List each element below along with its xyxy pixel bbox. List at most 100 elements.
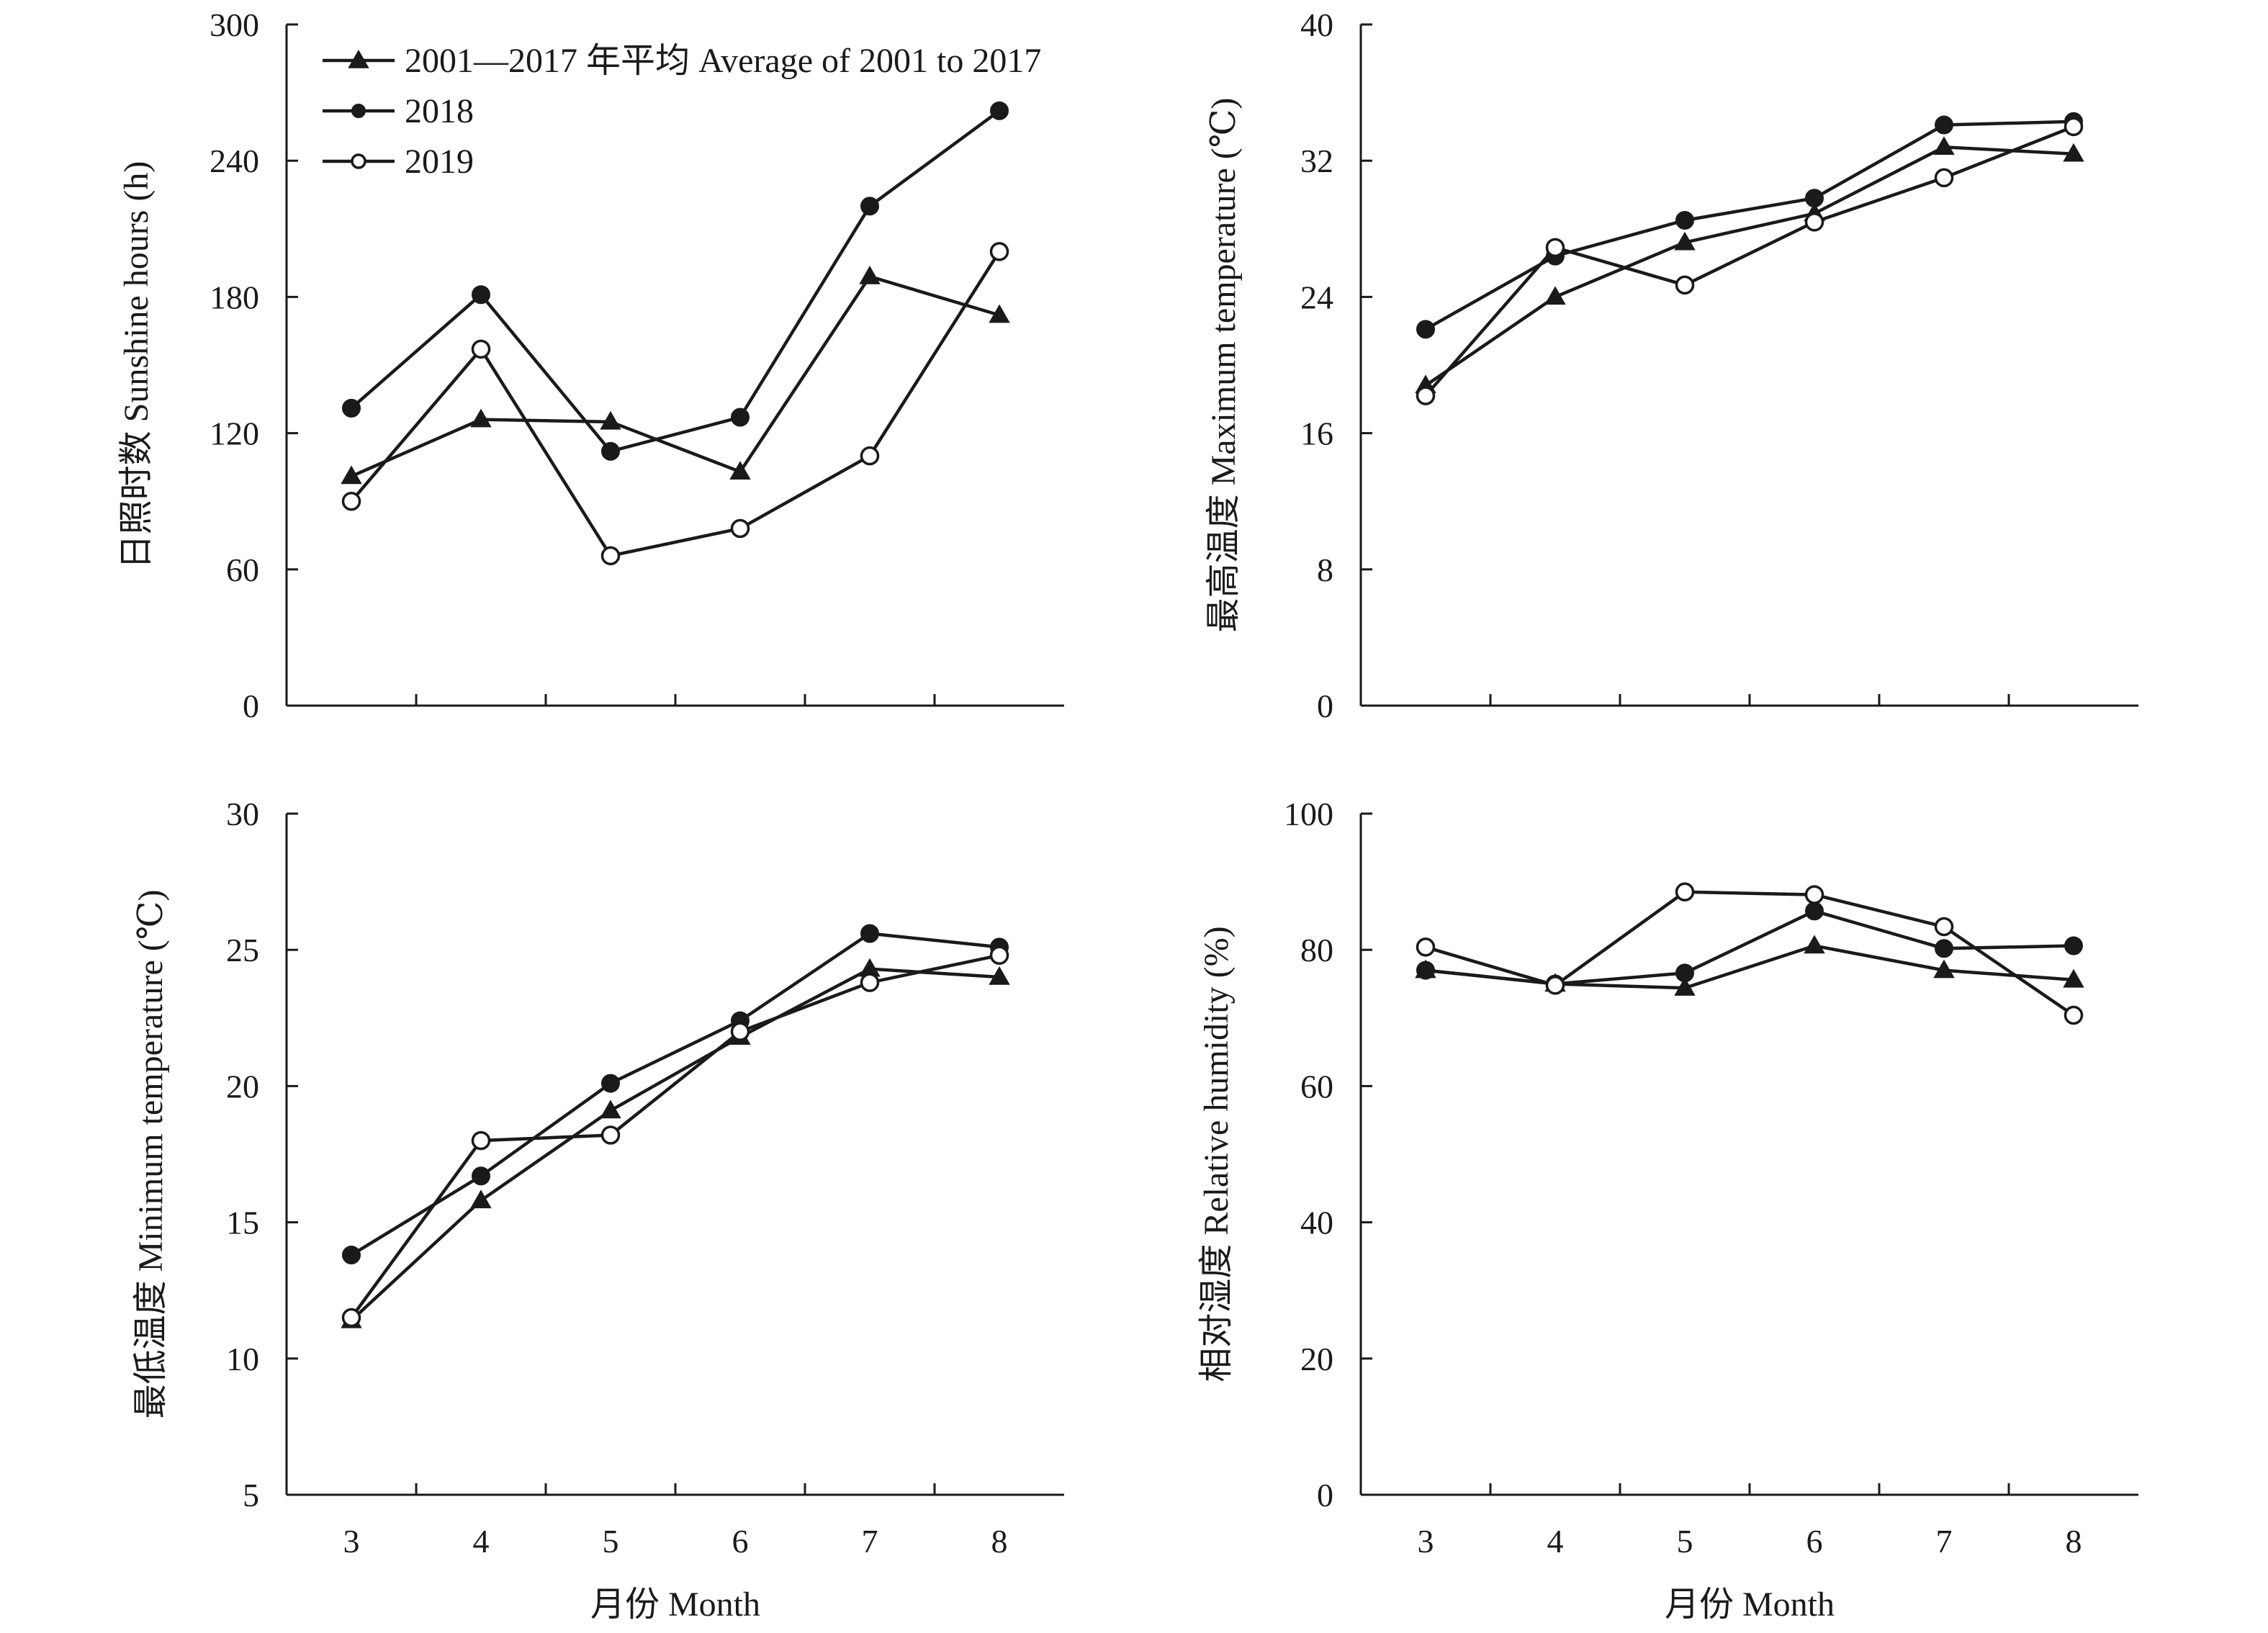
sunshine-data-point xyxy=(989,304,1010,323)
humidity-data-point xyxy=(1416,961,1435,980)
sunshine-data-point xyxy=(989,242,1009,261)
humidity-x-axis-title: 月份 Month xyxy=(1665,1585,1835,1624)
max-temp-data-point xyxy=(1935,115,1953,135)
legend-swatch-marker xyxy=(348,49,369,68)
sunshine-series-line xyxy=(351,274,1000,478)
legend: 2001—2017 年平均 Average of 2001 to 2017 201… xyxy=(323,42,1041,181)
max-temp-series-line xyxy=(1424,125,2074,397)
min-temp-series-2 xyxy=(341,945,1009,1328)
max-temp-data-point xyxy=(1805,189,1824,208)
max-temp-y-tick-label: 16 xyxy=(1300,415,1333,452)
sunshine-data-point xyxy=(601,441,620,461)
max-temp-series-0 xyxy=(1415,136,2084,394)
legend-label: 2018 xyxy=(405,92,474,130)
min-temp-x-tick-label: 3 xyxy=(343,1523,360,1560)
legend-swatch-marker xyxy=(351,153,366,169)
humidity-data-point xyxy=(1416,937,1436,957)
max-temp-y-tick-label: 40 xyxy=(1300,6,1333,43)
sunshine-data-point xyxy=(471,339,491,359)
humidity-y-tick-label: 0 xyxy=(1317,1477,1333,1513)
humidity-x-tick-label: 4 xyxy=(1547,1523,1564,1560)
max-temp-series-2 xyxy=(1416,117,2084,405)
humidity-data-point xyxy=(1933,959,1955,979)
min-temp-series-line xyxy=(350,953,1000,1319)
sunshine-data-point xyxy=(990,101,1009,120)
humidity-data-point xyxy=(1804,935,1825,954)
sunshine-data-point xyxy=(600,546,621,566)
min-temp-x-tick-label: 8 xyxy=(991,1523,1008,1560)
min-temp-data-point xyxy=(989,966,1010,985)
min-temp-data-point xyxy=(860,924,879,943)
max-temp-data-point xyxy=(1675,275,1695,295)
humidity-series-2 xyxy=(1416,882,2084,1025)
sunshine-series-2 xyxy=(341,242,1009,566)
sunshine-data-point xyxy=(341,465,362,485)
humidity-y-tick-label: 40 xyxy=(1300,1205,1333,1241)
legend-item: 2019 xyxy=(323,143,474,181)
sunshine-y-tick-label: 0 xyxy=(243,688,259,724)
min-temp-series-line xyxy=(350,932,1000,1256)
humidity-y-axis-title: 相对湿度 Relative humidity (%) xyxy=(1197,926,1236,1382)
sunshine-y-tick-label: 120 xyxy=(210,415,259,452)
min-temp-data-point xyxy=(472,1166,490,1186)
max-temp-series-line xyxy=(1424,120,2074,331)
legend-swatch-marker xyxy=(351,104,366,118)
max-temp-data-point xyxy=(1416,386,1436,405)
humidity-data-point xyxy=(2063,968,2084,988)
sunshine-y-tick-label: 180 xyxy=(210,279,259,315)
max-temp-data-point xyxy=(1675,210,1694,230)
max-temp-series-line xyxy=(1424,145,2074,387)
sunshine-data-point xyxy=(731,408,750,427)
sunshine-series-line xyxy=(350,251,1001,558)
legend-label: 2001—2017 年平均 Average of 2001 to 2017 xyxy=(405,42,1041,80)
min-temp-y-tick-label: 10 xyxy=(226,1341,259,1377)
humidity-x-tick-label: 8 xyxy=(2066,1523,2082,1560)
legend-item: 2018 xyxy=(323,92,474,130)
humidity-y-tick-label: 60 xyxy=(1300,1068,1333,1105)
max-temp-data-point xyxy=(1933,136,1955,156)
min-temp-data-point xyxy=(730,1022,750,1041)
max-temp-y-tick-label: 32 xyxy=(1300,143,1333,179)
min-temp-data-point xyxy=(601,1074,620,1093)
min-temp-x-axis-title: 月份 Month xyxy=(590,1585,760,1624)
max-temp-data-point xyxy=(1544,286,1566,305)
humidity-data-point xyxy=(1934,917,1954,937)
sunshine-series-0 xyxy=(341,266,1010,485)
max-temp-y-tick-label: 0 xyxy=(1317,688,1333,724)
humidity-x-tick-label: 5 xyxy=(1677,1523,1693,1560)
sunshine-panel: 0 60 120 180 240 300 日照时数 Sunshine hours (h) xyxy=(117,6,1064,724)
humidity-x-tick-label: 7 xyxy=(1936,1523,1953,1560)
min-temp-data-point xyxy=(600,1125,621,1145)
min-temp-series-line xyxy=(350,967,1000,1322)
min-temp-series-0 xyxy=(341,958,1010,1328)
max-temp-y-tick-label: 24 xyxy=(1300,279,1333,315)
min-temp-y-tick-label: 15 xyxy=(226,1205,259,1241)
humidity-data-point xyxy=(1674,977,1696,996)
max-temp-series-1 xyxy=(1416,112,2083,339)
sunshine-series-line xyxy=(350,109,1001,454)
max-temp-data-point xyxy=(1416,320,1435,339)
humidity-series-line xyxy=(1425,890,2075,1017)
sunshine-data-point xyxy=(341,491,361,511)
humidity-data-point xyxy=(1675,963,1694,983)
min-temp-data-point xyxy=(470,1189,492,1209)
humidity-data-point xyxy=(2064,936,2083,955)
max-temp-y-axis-title: 最高温度 Maximum temperature (℃) xyxy=(1205,98,1243,633)
min-temp-panel: 5 10 15 20 25 30 3 4 5 6 7 8 月份 Month 最低温度 Minimum te… xyxy=(132,796,1064,1624)
min-temp-data-point xyxy=(600,1099,621,1119)
sunshine-data-point xyxy=(472,285,490,305)
max-temp-data-point xyxy=(2064,117,2084,137)
humidity-x-tick-label: 3 xyxy=(1418,1523,1434,1560)
sunshine-y-axis-title: 日照时数 Sunshine hours (h) xyxy=(117,161,156,570)
sunshine-data-point xyxy=(342,398,361,418)
sunshine-y-tick-label: 60 xyxy=(226,552,259,588)
humidity-series-1 xyxy=(1416,901,2083,994)
min-temp-y-tick-label: 20 xyxy=(226,1068,259,1105)
sunshine-data-point xyxy=(859,266,881,284)
sunshine-y-tick-label: 300 xyxy=(210,6,259,43)
min-temp-x-tick-label: 6 xyxy=(732,1523,749,1560)
max-temp-data-point xyxy=(1804,212,1824,232)
humidity-series-line xyxy=(1425,909,2074,986)
max-temp-data-point xyxy=(1545,238,1565,258)
humidity-data-point xyxy=(1545,976,1565,995)
